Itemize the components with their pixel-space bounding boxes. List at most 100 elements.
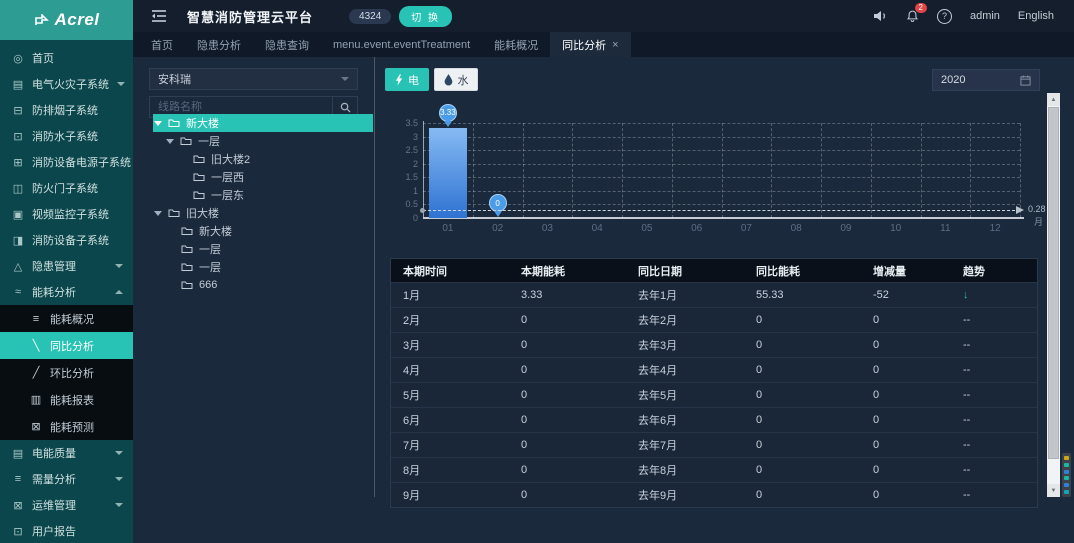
submenu-item-energy-report[interactable]: ▥ 能耗报表 xyxy=(0,386,133,413)
home-icon: ◎ xyxy=(13,52,23,65)
vertical-scrollbar[interactable]: ▲ ▼ xyxy=(1047,93,1060,497)
submenu-item-mom-analysis[interactable]: ╱ 环比分析 xyxy=(0,359,133,386)
submenu-item-yoy-analysis[interactable]: ╲ 同比分析 xyxy=(0,332,133,359)
cell-yoy-energy: 0 xyxy=(756,389,763,401)
y-tick-label: 1.5 xyxy=(405,172,418,183)
sidebar-item-fire-equipment[interactable]: ◨ 消防设备子系统 xyxy=(0,227,133,253)
tree-node[interactable]: 一层西 xyxy=(133,168,373,186)
tree-node-label: 一层 xyxy=(198,136,220,148)
tree-caret-icon[interactable] xyxy=(154,210,162,216)
x-tick-label: 03 xyxy=(541,223,553,234)
y-tick-label: 3.5 xyxy=(405,118,418,128)
browser-side-dock[interactable] xyxy=(1062,453,1071,497)
tab-home[interactable]: 首页 xyxy=(139,32,185,57)
submenu-item-label: 环比分析 xyxy=(50,367,94,380)
tree-node-label: 旧大楼 xyxy=(186,208,219,220)
speaker-icon[interactable] xyxy=(873,10,888,22)
line-search-input[interactable] xyxy=(150,97,332,117)
tree-node[interactable]: 一层 xyxy=(133,258,373,276)
tree-node[interactable]: 新大楼 xyxy=(153,114,373,132)
submenu-item-label: 同比分析 xyxy=(50,340,94,353)
scroll-up-arrow-icon[interactable]: ▲ xyxy=(1047,93,1060,106)
cell-yoy-energy: 0 xyxy=(756,314,763,326)
sidebar-item-fire-door[interactable]: ◫ 防火门子系统 xyxy=(0,175,133,201)
sidebar-item-home[interactable]: ◎ 首页 xyxy=(0,45,133,71)
cell-period: 8月 xyxy=(403,465,421,477)
cell-trend: -- xyxy=(963,314,971,326)
cell-yoy-date: 去年2月 xyxy=(638,315,678,327)
search-icon[interactable] xyxy=(332,97,357,117)
dock-dot xyxy=(1064,462,1069,467)
logo-text: Acrel xyxy=(54,10,100,29)
cell-delta: -52 xyxy=(873,289,889,301)
column-header: 本期能耗 xyxy=(521,265,565,278)
user-menu[interactable]: admin xyxy=(969,10,1000,22)
sidebar-item-power-quality[interactable]: ▤ 电能质量 xyxy=(0,440,133,466)
cell-yoy-energy: 0 xyxy=(756,439,763,451)
tree-node[interactable]: 666 xyxy=(133,276,373,294)
year-picker[interactable]: 2020 xyxy=(932,69,1040,91)
tab-hazard-analysis[interactable]: 隐患分析 xyxy=(185,32,253,57)
cell-current-energy: 0 xyxy=(521,339,528,351)
dock-dot xyxy=(1064,476,1069,481)
org-select[interactable]: 安科瑞 xyxy=(149,68,358,90)
y-tick-label: 1 xyxy=(412,185,418,196)
tree-caret-icon[interactable] xyxy=(154,120,162,126)
notification-bell-icon[interactable]: 2 xyxy=(906,3,927,23)
sidebar-item-video-monitor[interactable]: ▣ 视频监控子系统 xyxy=(0,201,133,227)
org-select-value: 安科瑞 xyxy=(158,74,191,86)
submenu-item-energy-forecast[interactable]: ⊠ 能耗预测 xyxy=(0,413,133,440)
cell-yoy-energy: 0 xyxy=(756,489,763,501)
demand-analysis-icon: ≡ xyxy=(14,473,22,485)
sidebar-collapse-icon[interactable] xyxy=(151,9,167,23)
tree-node[interactable]: 旧大楼 xyxy=(133,204,373,222)
language-switch[interactable]: English xyxy=(1017,10,1054,22)
cell-yoy-energy: 0 xyxy=(756,464,763,476)
tree-node-label: 旧大楼2 xyxy=(211,154,251,166)
sidebar-item-energy-analysis[interactable]: ≈ 能耗分析 xyxy=(0,279,133,305)
electric-toggle-button[interactable]: 电 xyxy=(385,68,429,91)
table-row: 1月 3.33 去年1月 55.33 -52 ↓ xyxy=(391,282,1037,307)
sidebar-item-fire-water[interactable]: ⊡ 消防水子系统 xyxy=(0,123,133,149)
tree-node-label: 一层 xyxy=(199,262,221,274)
sidebar-item-hazard-management[interactable]: △ 隐患管理 xyxy=(0,253,133,279)
gridline-horizontal xyxy=(423,150,1020,152)
gridline-vertical xyxy=(870,123,872,218)
cell-trend: -- xyxy=(963,489,971,501)
y-axis-line xyxy=(423,121,424,218)
sidebar-item-demand-analysis[interactable]: ≡ 需量分析 xyxy=(0,466,133,492)
sidebar-item-smoke-control[interactable]: ⊟ 防排烟子系统 xyxy=(0,97,133,123)
tab-yoy-analysis[interactable]: 同比分析 × xyxy=(550,32,631,57)
switch-button[interactable]: 切 换 xyxy=(399,5,453,27)
cell-delta: 0 xyxy=(873,489,880,501)
tree-node[interactable]: 旧大楼2 xyxy=(133,150,373,168)
water-toggle-button[interactable]: 水 xyxy=(434,68,478,91)
tree-node[interactable]: 新大楼 xyxy=(133,222,373,240)
energy-analysis-submenu: ≡ 能耗概况 ╲ 同比分析 ╱ 环比分析 ▥ 能耗报表 ⊠ 能耗预测 xyxy=(0,305,133,440)
tree-caret-icon[interactable] xyxy=(166,138,174,144)
tree-node[interactable]: 一层 xyxy=(133,240,373,258)
tab-energy-overview[interactable]: 能耗概况 xyxy=(482,32,550,57)
tree-node[interactable]: 一层 xyxy=(133,132,373,150)
tab-hazard-query[interactable]: 隐患查询 xyxy=(253,32,321,57)
sidebar-item-user-report[interactable]: ⊡ 用户报告 xyxy=(0,518,133,543)
cell-yoy-date: 去年3月 xyxy=(638,340,678,352)
submenu-item-label: 能耗报表 xyxy=(50,394,94,407)
gridline-vertical xyxy=(522,123,524,218)
tree-node-label: 一层 xyxy=(199,244,221,256)
sidebar-item-equipment-power[interactable]: ⊞ 消防设备电源子系统 xyxy=(0,149,133,175)
x-tick-label: 07 xyxy=(740,223,752,234)
chevron-down-icon xyxy=(115,264,123,268)
tab-event-treatment[interactable]: menu.event.eventTreatment xyxy=(321,32,482,57)
help-icon[interactable]: ? xyxy=(936,8,952,24)
sidebar-item-ops-management[interactable]: ⊠ 运维管理 xyxy=(0,492,133,518)
submenu-item-energy-overview[interactable]: ≡ 能耗概况 xyxy=(0,305,133,332)
scroll-down-arrow-icon[interactable]: ▼ xyxy=(1047,484,1060,497)
cell-delta: 0 xyxy=(873,414,880,426)
video-monitor-icon: ▣ xyxy=(12,208,24,221)
scrollbar-thumb[interactable] xyxy=(1048,107,1059,459)
sidebar-item-electrical-fire[interactable]: ▤ 电气火灾子系统 xyxy=(0,71,133,97)
tree-node[interactable]: 一层东 xyxy=(133,186,373,204)
folder-icon xyxy=(193,154,205,164)
tab-close-icon[interactable]: × xyxy=(612,38,619,51)
